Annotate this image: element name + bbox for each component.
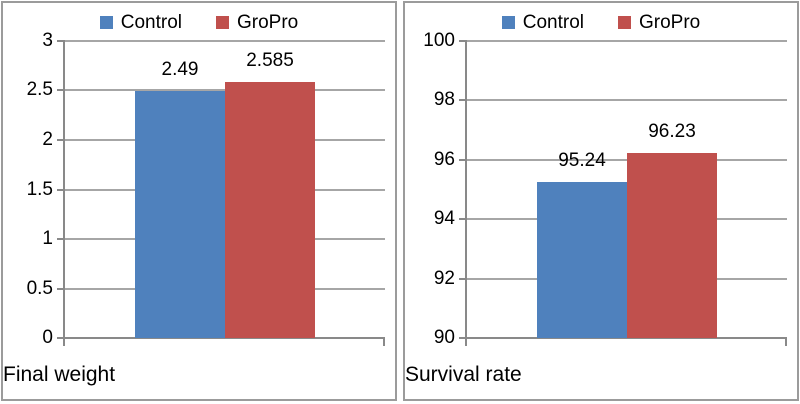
- y-axis-tick-label: 98: [433, 89, 455, 110]
- x-axis-end-tick: [383, 338, 385, 346]
- y-axis-tick-label: 1: [42, 228, 53, 249]
- legend-swatch-icon: [501, 15, 515, 29]
- legend-item-control: Control: [99, 11, 182, 33]
- x-axis-end-tick: [785, 338, 787, 346]
- chart-panel-final-weight: Control GroPro 0 0.5 1 1.5 2 2.5 3 2.49 2.585 Fin…: [1, 1, 397, 401]
- y-axis-tick: [459, 99, 467, 101]
- legend-swatch-icon: [618, 15, 631, 29]
- y-axis-tick: [57, 189, 65, 191]
- data-label: 96.23: [648, 120, 696, 142]
- legend-label: Control: [120, 11, 182, 33]
- y-axis-tick-label: 100: [423, 30, 455, 51]
- y-axis-tick: [459, 159, 467, 161]
- legend: Control GroPro: [405, 9, 797, 35]
- y-axis-line: [465, 41, 467, 346]
- legend-swatch-icon: [216, 15, 229, 29]
- gridline: [467, 40, 787, 42]
- legend-swatch-icon: [99, 15, 113, 29]
- gridline: [467, 99, 787, 101]
- data-label: 2.49: [161, 59, 199, 81]
- y-axis-tick: [57, 337, 65, 339]
- legend: Control GroPro: [3, 9, 395, 35]
- bar-control: [135, 91, 225, 338]
- y-axis-tick-label: 2: [42, 129, 53, 150]
- x-axis-line: [65, 337, 385, 339]
- legend-label: Control: [522, 11, 584, 33]
- category-axis-label: Survival rate: [405, 363, 522, 386]
- legend-item-gropro: GroPro: [618, 13, 700, 32]
- data-label: 2.585: [246, 50, 294, 72]
- y-axis-tick-label: 94: [433, 208, 455, 229]
- y-axis-tick-label: 3: [42, 30, 53, 51]
- y-axis-tick-label: 90: [433, 327, 455, 348]
- y-axis-tick: [57, 238, 65, 240]
- chart-panel-survival-rate: Control GroPro 90 92 94 96 98 100 95.24 96.23 Su…: [403, 1, 799, 401]
- y-axis-tick-label: 92: [433, 268, 455, 289]
- category-axis-label: Final weight: [3, 363, 116, 386]
- legend-label: GroPro: [639, 11, 701, 33]
- y-axis-tick: [459, 337, 467, 339]
- legend-label: GroPro: [237, 11, 299, 33]
- y-axis-tick: [57, 40, 65, 42]
- x-axis-line: [467, 337, 787, 339]
- y-axis-tick: [57, 89, 65, 91]
- y-axis-tick-label: 1.5: [26, 179, 53, 200]
- y-axis-tick-label: 2.5: [26, 79, 53, 100]
- data-label: 95.24: [558, 150, 606, 172]
- y-axis-tick: [459, 40, 467, 42]
- legend-item-control: Control: [501, 11, 584, 33]
- y-axis-tick: [57, 288, 65, 290]
- plot-area: 0 0.5 1 1.5 2 2.5 3 2.49 2.585: [3, 3, 395, 399]
- y-axis-line: [63, 41, 65, 346]
- bar-gropro: [627, 152, 717, 338]
- plot-area: 90 92 94 96 98 100 95.24 96.23: [405, 3, 797, 399]
- bar-control: [537, 182, 627, 338]
- bar-gropro: [225, 82, 315, 338]
- y-axis-tick: [57, 139, 65, 141]
- y-axis-tick: [459, 218, 467, 220]
- legend-item-gropro: GroPro: [216, 13, 298, 32]
- y-axis-tick-label: 0: [42, 327, 53, 348]
- y-axis-tick-label: 96: [433, 149, 455, 170]
- y-axis-tick: [459, 278, 467, 280]
- y-axis-tick-label: 0.5: [26, 278, 53, 299]
- gridline: [65, 40, 385, 42]
